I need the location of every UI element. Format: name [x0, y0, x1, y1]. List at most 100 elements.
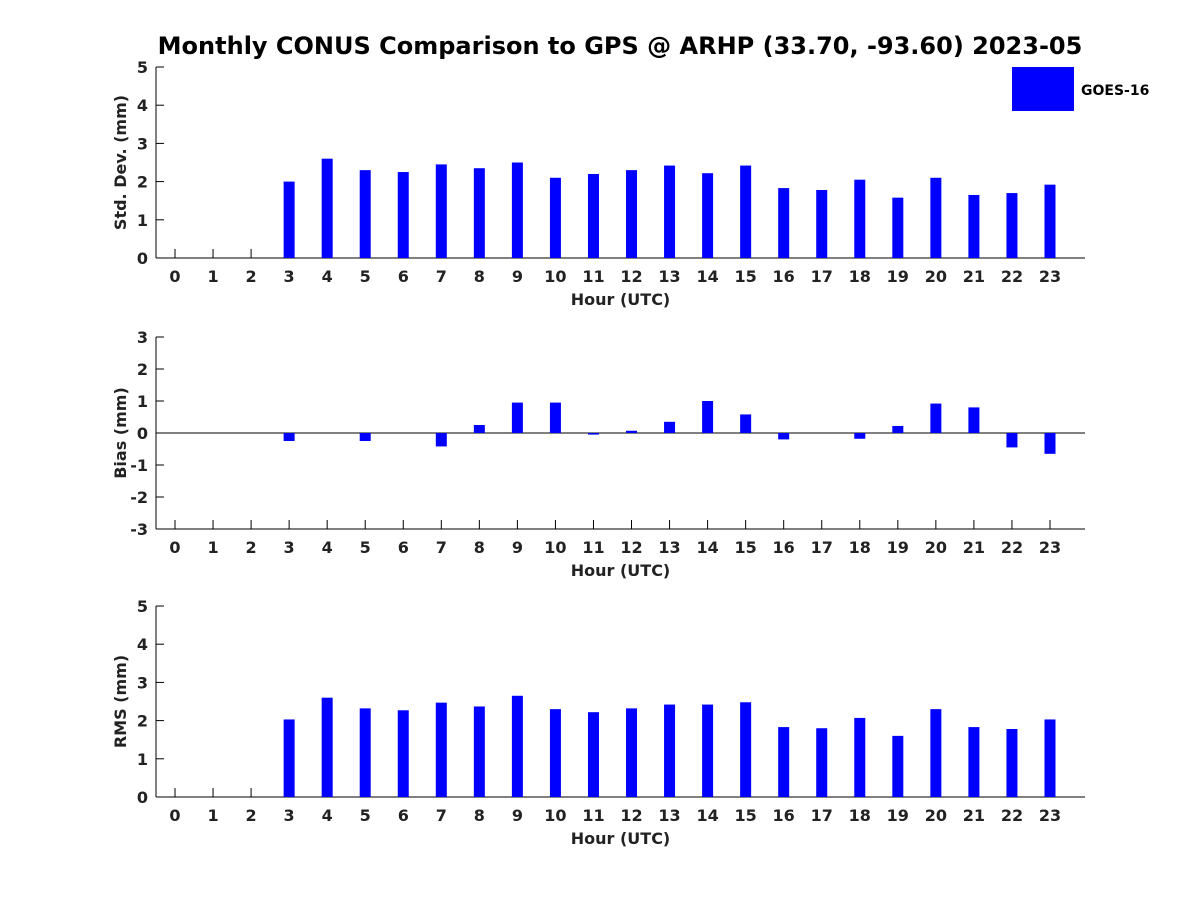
x-axis-label: Hour (UTC): [571, 829, 671, 848]
x-axis-label: Hour (UTC): [571, 561, 671, 580]
x-tick-label: 2: [246, 267, 257, 286]
x-tick-label: 13: [658, 538, 680, 557]
x-tick-label: 20: [925, 267, 947, 286]
x-tick-label: 7: [436, 538, 447, 557]
x-tick-label: 10: [544, 267, 566, 286]
x-tick-label: 21: [963, 267, 985, 286]
bar-hour-5: [359, 170, 371, 258]
bar-hour-6: [397, 172, 409, 258]
x-tick-label: 17: [811, 538, 833, 557]
x-tick-label: 22: [1001, 267, 1023, 286]
x-tick-label: 10: [544, 806, 566, 825]
bar-hour-18: [854, 433, 866, 439]
bar-hour-9: [511, 402, 523, 433]
bar-hour-15: [740, 414, 752, 433]
bar-hour-23: [1044, 184, 1056, 258]
bar-hour-16: [778, 727, 790, 797]
x-tick-label: 0: [169, 806, 180, 825]
y-tick-label: 0: [137, 249, 148, 268]
bar-hour-6: [397, 710, 409, 797]
bar-hour-3: [283, 719, 295, 797]
x-tick-label: 7: [436, 806, 447, 825]
x-tick-label: 15: [735, 538, 757, 557]
y-tick-label: 2: [137, 712, 148, 731]
bar-hour-4: [321, 158, 333, 258]
x-tick-label: 1: [207, 538, 218, 557]
x-tick-label: 13: [658, 267, 680, 286]
bar-hour-22: [1006, 193, 1018, 258]
x-tick-label: 3: [284, 806, 295, 825]
bar-hour-13: [664, 421, 676, 433]
bar-hour-17: [816, 728, 828, 797]
bar-hour-21: [968, 407, 980, 433]
bar-hour-18: [854, 179, 866, 258]
x-tick-label: 18: [849, 806, 871, 825]
bar-hour-19: [892, 425, 904, 433]
x-tick-label: 19: [887, 806, 909, 825]
x-tick-label: 4: [322, 267, 333, 286]
legend-swatch: [1012, 67, 1074, 111]
y-tick-label: 4: [137, 635, 148, 654]
bar-hour-14: [702, 173, 714, 258]
x-tick-label: 12: [620, 267, 642, 286]
y-tick-label: -2: [130, 488, 148, 507]
bar-hour-23: [1044, 719, 1056, 797]
x-tick-label: 5: [360, 806, 371, 825]
bar-hour-21: [968, 727, 980, 797]
bar-hour-18: [854, 717, 866, 797]
bar-hour-21: [968, 194, 980, 258]
x-tick-label: 16: [773, 267, 795, 286]
bar-hour-22: [1006, 729, 1018, 797]
y-tick-label: 2: [137, 173, 148, 192]
x-tick-label: 1: [207, 267, 218, 286]
x-tick-label: 9: [512, 538, 523, 557]
y-tick-label: 3: [137, 673, 148, 692]
x-tick-label: 4: [322, 806, 333, 825]
y-axis-label: Std. Dev. (mm): [111, 95, 130, 230]
y-tick-label: 1: [137, 211, 148, 230]
x-tick-label: 6: [398, 538, 409, 557]
x-tick-label: 12: [620, 806, 642, 825]
x-tick-label: 0: [169, 538, 180, 557]
x-tick-label: 5: [360, 538, 371, 557]
bar-hour-16: [778, 433, 790, 440]
bar-hour-11: [587, 433, 599, 435]
x-tick-label: 8: [474, 267, 485, 286]
x-tick-label: 16: [773, 806, 795, 825]
bar-hour-7: [435, 433, 447, 447]
x-tick-label: 21: [963, 538, 985, 557]
bar-hour-3: [283, 181, 295, 258]
y-tick-label: 4: [137, 96, 148, 115]
bar-hour-5: [359, 433, 371, 441]
x-tick-label: 17: [811, 267, 833, 286]
y-tick-label: 5: [137, 597, 148, 616]
bar-hour-7: [435, 164, 447, 258]
bar-hour-15: [740, 702, 752, 797]
bar-hour-23: [1044, 433, 1056, 454]
x-tick-label: 9: [512, 806, 523, 825]
bar-hour-15: [740, 165, 752, 258]
x-tick-label: 17: [811, 806, 833, 825]
bar-hour-8: [473, 425, 485, 433]
y-tick-label: -1: [130, 456, 148, 475]
x-tick-label: 2: [246, 806, 257, 825]
x-tick-label: 11: [582, 538, 604, 557]
x-tick-label: 16: [773, 538, 795, 557]
x-tick-label: 20: [925, 538, 947, 557]
bar-hour-8: [473, 706, 485, 797]
x-tick-label: 18: [849, 267, 871, 286]
legend: GOES-16: [1012, 67, 1149, 111]
y-tick-label: 3: [137, 134, 148, 153]
x-tick-label: 12: [620, 538, 642, 557]
x-tick-label: 14: [696, 806, 718, 825]
y-tick-label: 0: [137, 424, 148, 443]
y-tick-label: 2: [137, 360, 148, 379]
bar-hour-11: [587, 173, 599, 258]
x-tick-label: 19: [887, 267, 909, 286]
y-axis-label: Bias (mm): [111, 387, 130, 479]
